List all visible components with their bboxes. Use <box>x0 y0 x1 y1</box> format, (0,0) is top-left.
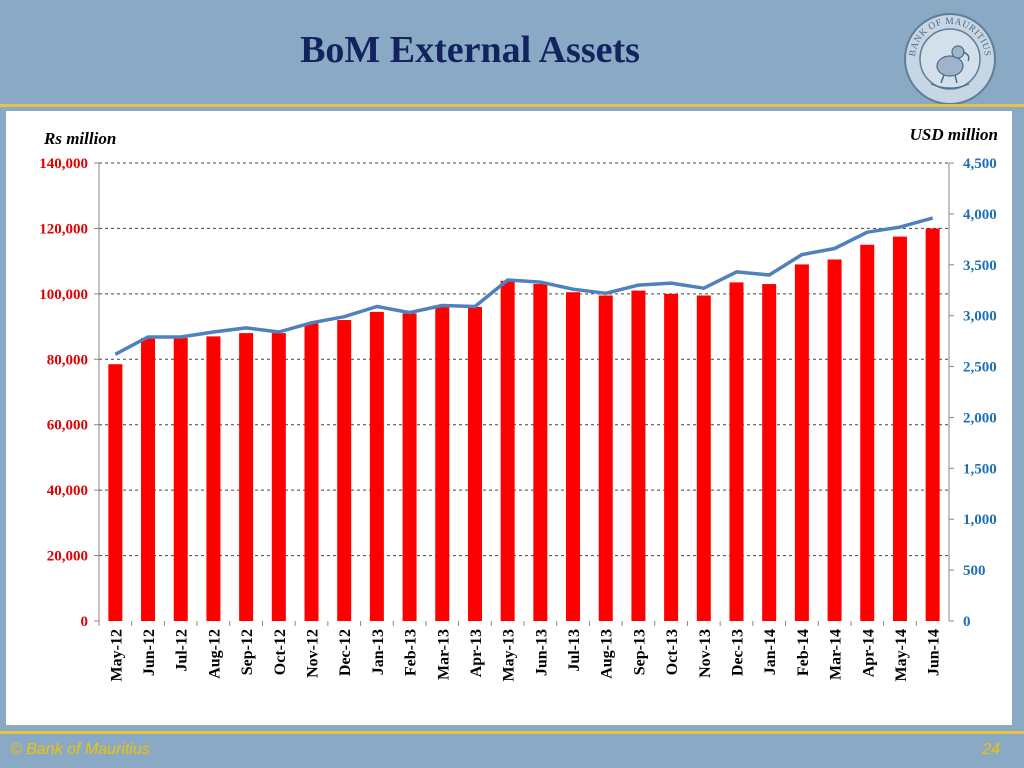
bar <box>925 228 940 621</box>
bar <box>141 338 156 621</box>
x-tick-label: Jul-13 <box>566 629 583 672</box>
x-tick-label: May-14 <box>893 629 910 681</box>
right-tick-label: 4,000 <box>963 207 997 223</box>
bar <box>533 284 548 621</box>
bar <box>337 320 352 621</box>
x-tick-label: Oct-13 <box>664 629 681 675</box>
bar <box>206 336 221 621</box>
x-tick-label: Jun-13 <box>533 629 550 676</box>
x-tick-label: Jul-12 <box>174 629 191 672</box>
slide-title: BoM External Assets <box>300 29 640 71</box>
seal-icon: BANK OF MAURITIUS <box>904 13 996 105</box>
right-tick-label: 2,000 <box>963 410 997 426</box>
bar <box>762 284 777 621</box>
x-tick-label: Sep-13 <box>631 629 648 675</box>
left-tick-label: 100,000 <box>39 287 88 303</box>
bar <box>860 244 875 622</box>
x-tick-label: Dec-13 <box>730 629 747 676</box>
x-tick-label: Dec-12 <box>337 629 354 676</box>
bar <box>369 311 384 621</box>
bar <box>435 306 450 621</box>
x-tick-label: Nov-12 <box>305 629 322 678</box>
bar <box>696 295 711 621</box>
bar <box>598 295 613 621</box>
bank-seal-logo: BANK OF MAURITIUS <box>903 12 997 106</box>
left-axis-title: Rs million <box>43 129 116 148</box>
left-tick-label: 140,000 <box>39 156 88 172</box>
right-tick-label: 1,000 <box>963 512 997 528</box>
x-tick-label: May-12 <box>108 629 125 681</box>
bottom-divider <box>0 731 1024 734</box>
bar <box>500 280 515 621</box>
bar <box>827 259 842 621</box>
right-tick-label: 3,000 <box>963 309 997 325</box>
right-tick-label: 2,500 <box>963 360 997 376</box>
left-tick-label: 40,000 <box>47 483 88 499</box>
x-tick-label: Aug-13 <box>599 629 616 679</box>
bar <box>664 293 679 621</box>
x-tick-label: Jun-12 <box>141 629 158 676</box>
left-tick-label: 0 <box>81 614 89 630</box>
x-tick-label: Aug-12 <box>206 629 223 679</box>
right-tick-label: 500 <box>963 563 986 579</box>
right-tick-label: 1,500 <box>963 461 997 477</box>
x-tick-label: Feb-13 <box>403 629 420 676</box>
x-tick-label: Jun-14 <box>926 629 943 676</box>
page-number: 24 <box>982 741 1000 758</box>
bar <box>467 306 482 621</box>
bar <box>892 236 907 621</box>
bar <box>566 292 581 621</box>
bar <box>729 282 744 621</box>
x-tick-label: Jan-13 <box>370 629 387 675</box>
right-axis-title: USD million <box>910 125 998 144</box>
x-tick-label: Sep-12 <box>239 629 256 675</box>
x-tick-label: Mar-14 <box>828 629 845 680</box>
x-tick-label: Apr-14 <box>860 629 877 677</box>
footer-copyright: © Bank of Mauritius <box>10 741 150 758</box>
bar <box>173 338 188 621</box>
left-tick-label: 20,000 <box>47 549 88 565</box>
usd-series-line <box>114 216 934 356</box>
bar <box>631 290 646 621</box>
x-tick-label: Feb-14 <box>795 629 812 676</box>
chart-container: 0 20,000 40,000 60,000 80,000 100,000 120,000 1… <box>6 111 1012 725</box>
x-tick-label: Apr-13 <box>468 629 485 677</box>
bar <box>304 323 319 621</box>
right-tick-label: 0 <box>963 614 971 630</box>
bar <box>271 333 286 621</box>
x-tick-label: Nov-13 <box>697 629 714 678</box>
bar <box>108 364 123 621</box>
left-tick-label: 60,000 <box>47 418 88 434</box>
left-tick-label: 120,000 <box>39 221 88 237</box>
x-tick-label: Jan-14 <box>762 629 779 675</box>
left-tick-label: 80,000 <box>47 352 88 368</box>
top-divider <box>0 104 1024 107</box>
x-tick-label: Mar-13 <box>435 629 452 680</box>
bar-line-chart: 0 20,000 40,000 60,000 80,000 100,000 120,000 1… <box>39 125 998 681</box>
right-tick-label: 3,500 <box>963 258 997 274</box>
right-tick-label: 4,500 <box>963 156 997 172</box>
x-tick-label: Oct-12 <box>272 629 289 675</box>
x-tick-label: May-13 <box>501 629 518 681</box>
bar <box>794 264 809 621</box>
bar <box>402 313 417 621</box>
bar <box>239 333 254 621</box>
